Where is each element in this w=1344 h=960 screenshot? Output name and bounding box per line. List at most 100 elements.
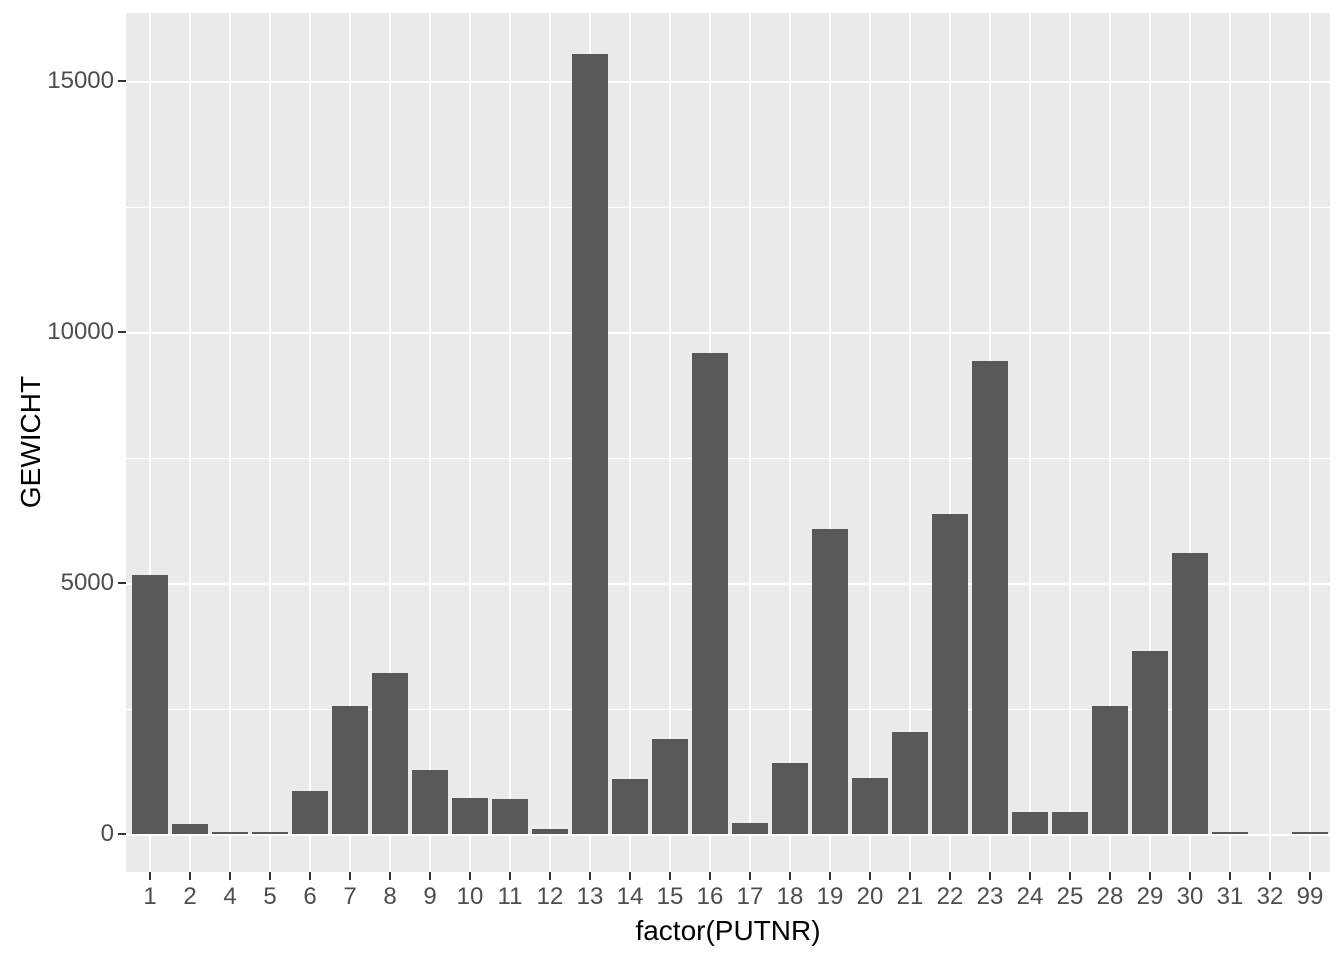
bar-13 bbox=[572, 54, 608, 834]
v-gridline bbox=[1069, 13, 1071, 872]
v-gridline bbox=[1109, 13, 1111, 872]
v-gridline bbox=[389, 13, 391, 872]
x-tick bbox=[669, 872, 671, 880]
x-tick-label-2: 2 bbox=[183, 883, 197, 910]
bar-25 bbox=[1052, 812, 1088, 834]
x-tick-label-30: 30 bbox=[1176, 883, 1204, 910]
h-gridline-minor bbox=[126, 207, 1330, 208]
v-gridline bbox=[549, 13, 551, 872]
x-tick-label-11: 11 bbox=[497, 883, 523, 910]
x-tick bbox=[1029, 872, 1031, 880]
v-gridline bbox=[869, 13, 871, 872]
bar-6 bbox=[292, 791, 328, 834]
v-gridline bbox=[909, 13, 911, 872]
x-axis-title: factor(PUTNR) bbox=[635, 915, 821, 946]
v-gridline bbox=[229, 13, 231, 872]
bar-99 bbox=[1292, 832, 1328, 834]
x-tick-label-5: 5 bbox=[263, 883, 277, 910]
x-tick bbox=[149, 872, 151, 880]
v-gridline bbox=[1149, 13, 1151, 872]
x-tick bbox=[1269, 872, 1271, 880]
v-gridline bbox=[789, 13, 791, 872]
x-tick bbox=[989, 872, 991, 880]
bar-5 bbox=[252, 832, 288, 834]
v-gridline bbox=[1309, 13, 1311, 872]
x-tick bbox=[1309, 872, 1311, 880]
v-gridline bbox=[429, 13, 431, 872]
x-tick bbox=[389, 872, 391, 880]
x-tick bbox=[1149, 872, 1151, 880]
x-tick bbox=[1109, 872, 1111, 880]
bar-17 bbox=[732, 823, 768, 834]
x-tick-label-28: 28 bbox=[1096, 883, 1124, 910]
h-gridline-major bbox=[126, 834, 1330, 836]
x-tick bbox=[1229, 872, 1231, 880]
x-tick-label-31: 31 bbox=[1216, 883, 1244, 910]
x-tick bbox=[789, 872, 791, 880]
x-tick-label-23: 23 bbox=[976, 883, 1004, 910]
bar-10 bbox=[452, 798, 488, 834]
x-tick-label-20: 20 bbox=[856, 883, 884, 910]
bar-24 bbox=[1012, 812, 1048, 834]
v-gridline bbox=[749, 13, 751, 872]
x-tick bbox=[749, 872, 751, 880]
v-gridline bbox=[949, 13, 951, 872]
bar-19 bbox=[812, 529, 848, 834]
x-tick bbox=[229, 872, 231, 880]
x-tick-label-16: 16 bbox=[696, 883, 724, 910]
bar-2 bbox=[172, 824, 208, 834]
x-tick bbox=[269, 872, 271, 880]
bar-11 bbox=[492, 799, 528, 834]
h-gridline-minor bbox=[126, 458, 1330, 459]
h-gridline-major bbox=[126, 81, 1330, 83]
y-tick bbox=[118, 331, 126, 333]
v-gridline bbox=[469, 13, 471, 872]
v-gridline bbox=[829, 13, 831, 872]
y-axis-title: GEWICHT bbox=[15, 375, 46, 509]
bar-15 bbox=[652, 739, 688, 834]
x-tick-label-25: 25 bbox=[1056, 883, 1084, 910]
x-tick-label-7: 7 bbox=[343, 883, 357, 910]
x-tick-label-9: 9 bbox=[423, 883, 437, 910]
bar-9 bbox=[412, 770, 448, 834]
x-tick bbox=[349, 872, 351, 880]
x-tick-label-12: 12 bbox=[536, 883, 564, 910]
v-gridline bbox=[149, 13, 151, 872]
y-tick-label-0: 0 bbox=[100, 820, 114, 847]
bar-1 bbox=[132, 575, 168, 834]
plot-panel bbox=[126, 13, 1330, 872]
x-tick-label-22: 22 bbox=[936, 883, 964, 910]
v-gridline bbox=[1029, 13, 1031, 872]
x-tick bbox=[189, 872, 191, 880]
x-tick-label-18: 18 bbox=[776, 883, 804, 910]
v-gridline bbox=[1269, 13, 1271, 872]
bar-18 bbox=[772, 763, 808, 834]
bar-14 bbox=[612, 779, 648, 834]
bar-29 bbox=[1132, 651, 1168, 834]
x-tick bbox=[509, 872, 511, 880]
h-gridline-minor bbox=[126, 709, 1330, 710]
v-gridline bbox=[269, 13, 271, 872]
y-tick-label-5000: 5000 bbox=[60, 569, 114, 596]
x-tick-label-32: 32 bbox=[1256, 883, 1284, 910]
x-tick bbox=[949, 872, 951, 880]
v-gridline bbox=[1229, 13, 1231, 872]
v-gridline bbox=[309, 13, 311, 872]
v-gridline bbox=[1189, 13, 1191, 872]
x-tick-label-4: 4 bbox=[223, 883, 237, 910]
x-tick-label-21: 21 bbox=[896, 883, 924, 910]
bar-31 bbox=[1212, 832, 1248, 834]
x-tick-label-99: 99 bbox=[1296, 883, 1324, 910]
x-tick bbox=[629, 872, 631, 880]
x-tick-label-1: 1 bbox=[143, 883, 157, 910]
x-tick-label-8: 8 bbox=[383, 883, 397, 910]
x-tick bbox=[309, 872, 311, 880]
y-tick-label-15000: 15000 bbox=[47, 67, 114, 94]
x-tick bbox=[589, 872, 591, 880]
bar-4 bbox=[212, 832, 248, 834]
bar-8 bbox=[372, 673, 408, 834]
x-tick bbox=[429, 872, 431, 880]
y-tick bbox=[118, 80, 126, 82]
x-tick-label-17: 17 bbox=[736, 883, 764, 910]
